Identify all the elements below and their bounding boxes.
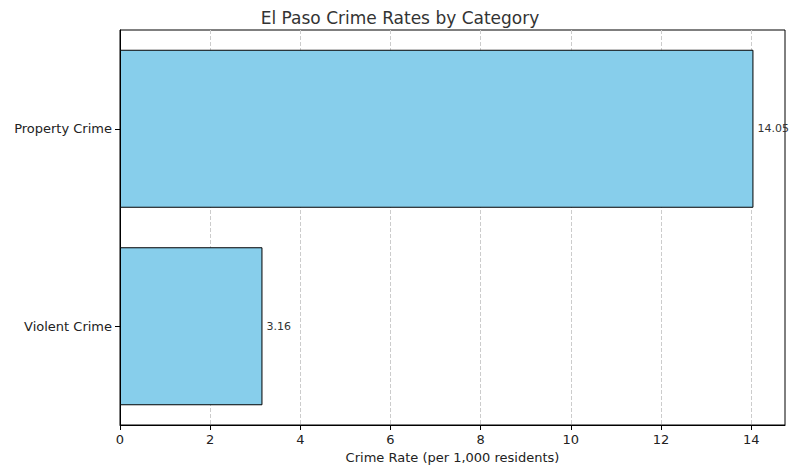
svg-text:3.16: 3.16 <box>266 320 291 333</box>
svg-text:0: 0 <box>116 432 124 447</box>
svg-text:Crime Rate (per 1,000 resident: Crime Rate (per 1,000 residents) <box>346 450 560 465</box>
svg-text:10: 10 <box>563 432 580 447</box>
svg-text:4: 4 <box>296 432 304 447</box>
svg-text:Property Crime: Property Crime <box>14 121 112 136</box>
svg-text:El Paso Crime Rates by Categor: El Paso Crime Rates by Category <box>261 8 540 28</box>
svg-text:14: 14 <box>743 432 760 447</box>
svg-text:8: 8 <box>477 432 485 447</box>
svg-text:14.05: 14.05 <box>757 122 789 135</box>
svg-text:Violent Crime: Violent Crime <box>24 319 112 334</box>
svg-text:2: 2 <box>206 432 214 447</box>
svg-text:6: 6 <box>386 432 394 447</box>
svg-text:12: 12 <box>653 432 670 447</box>
